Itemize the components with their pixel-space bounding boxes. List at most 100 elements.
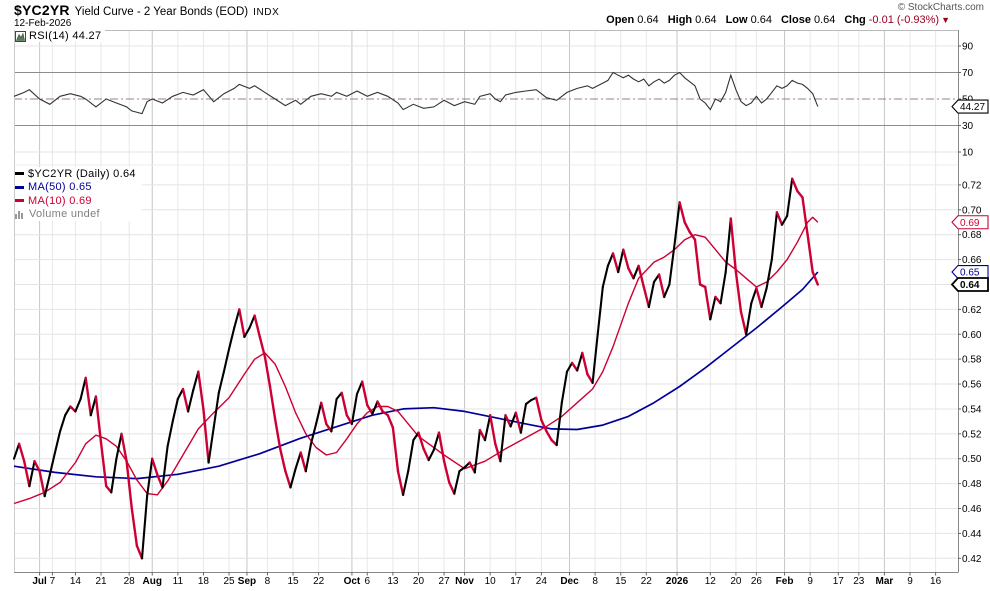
x-axis-label: Mar: [876, 576, 894, 587]
rsi-value-callout: 44.27: [951, 99, 989, 114]
price-line-segment: [340, 391, 348, 417]
price-line-segment: [33, 460, 41, 473]
price-line-segment: [258, 335, 267, 358]
ma50-series: [13, 271, 819, 480]
price-axis-label: 0.56: [962, 380, 982, 391]
price-line-segment: [483, 414, 492, 442]
x-axis-label: 28: [124, 576, 136, 587]
price-line-segment: [750, 287, 758, 305]
price-line-segment: [202, 407, 210, 464]
price-line-segment: [263, 355, 272, 388]
price-line-segment: [719, 270, 727, 305]
x-axis-label: 17: [833, 576, 845, 587]
legend-row-price: $YC2YR (Daily) 0.64: [15, 167, 136, 181]
price-line-segment: [315, 401, 323, 425]
price-line-segment: [304, 442, 313, 473]
price-line-segment: [683, 221, 691, 234]
price-line-segment: [739, 310, 748, 336]
price-line-segment: [504, 414, 512, 428]
price-value-callout: 0.64: [950, 277, 989, 292]
price-line-segment: [688, 230, 697, 241]
price-line-segment: [320, 401, 328, 426]
x-axis-label: 22: [313, 576, 325, 587]
axes: [14, 30, 959, 573]
price-line-segment: [535, 396, 543, 422]
price-line-segment: [637, 264, 645, 289]
ma10-line: [13, 216, 819, 505]
price-line-segment: [74, 397, 82, 413]
price-line-segment: [268, 385, 277, 421]
price-line-segment: [176, 387, 185, 401]
chart-header: $YC2YR Yield Curve - 2 Year Bonds (EOD) IN…: [14, 2, 279, 20]
price-line-segment: [663, 283, 671, 298]
high-label: High: [667, 14, 693, 26]
x-axis-label: 26: [751, 576, 763, 587]
price-line-segment: [243, 326, 251, 338]
price-axis-label: 0.58: [962, 355, 982, 366]
price-axis-label: 0.70: [962, 205, 982, 216]
price-line-segment: [279, 447, 287, 473]
price-line-segment: [222, 348, 231, 373]
price-line-segment: [120, 432, 128, 463]
price-value-callout: 0.65: [951, 264, 989, 280]
price-line-segment: [407, 439, 415, 473]
x-axis-labels: Jul 7 14 21 28 Aug 11 18 25 Sep 8 15 22 Oct 6 13 20 27 Nov…: [32, 572, 942, 587]
ma50-line-swatch: [15, 185, 24, 189]
price-line-segment: [801, 196, 809, 236]
ma10-series: [13, 216, 819, 505]
x-axis-label: Dec: [560, 576, 579, 587]
price-line-segment: [28, 460, 36, 488]
price-axis-label: 0.42: [962, 554, 982, 565]
price-line-segment: [647, 280, 656, 308]
x-axis-label: 15: [615, 576, 627, 587]
x-axis-label: 12: [705, 576, 717, 587]
rsi-axis-label: 10: [962, 148, 974, 159]
price-line-segment: [125, 460, 134, 510]
price-line-segment: [350, 392, 359, 425]
ma10-legend-label: MA(10) 0.69: [28, 194, 92, 207]
close-value: 0.64: [813, 14, 836, 26]
price-line-segment: [171, 397, 179, 423]
price-line-segment: [473, 429, 481, 474]
price-axis-label: 0.60: [962, 330, 982, 341]
price-line-segment: [192, 370, 200, 392]
price-line-segment: [233, 308, 241, 330]
price-line-segment: [130, 507, 139, 547]
open-value: 0.64: [637, 14, 659, 26]
price-line-segment: [110, 457, 118, 494]
price-line-segment: [437, 431, 446, 463]
price-axis-label: 0.68: [962, 230, 982, 241]
ma10-line-swatch: [15, 199, 24, 203]
price-line-segment: [161, 445, 169, 489]
price-line-segment: [622, 248, 630, 270]
price-line-segment: [555, 401, 563, 447]
price-line-segment: [140, 495, 149, 560]
price-line-segment: [724, 217, 732, 274]
price-line-segment: [207, 426, 215, 464]
legend-row-ma10: MA(10) 0.69: [15, 194, 136, 208]
price-line-segment: [289, 467, 297, 489]
price-line-segment: [606, 252, 615, 267]
x-axis-label: Nov: [455, 576, 474, 587]
x-axis-label: 23: [853, 576, 865, 587]
price-line-segment: [514, 411, 523, 434]
price-line-segment: [79, 376, 87, 401]
price-line-segment: [601, 264, 609, 289]
price-line-segment: [361, 380, 369, 407]
price-line-segment: [770, 211, 778, 261]
x-axis-label: 27: [439, 576, 451, 587]
price-line-segment: [12, 442, 21, 460]
x-axis-label: 7: [50, 576, 56, 587]
price-line-segment: [489, 414, 497, 445]
rsi-series: [13, 71, 819, 115]
close-label: Close: [780, 14, 811, 26]
price-line-segment: [509, 411, 517, 428]
x-axis-label: 21: [95, 576, 107, 587]
price-line-segment: [197, 370, 205, 411]
price-line-segment: [657, 273, 666, 299]
price-line-segment: [64, 405, 72, 417]
price-line-segment: [760, 287, 768, 308]
price-line-segment: [499, 414, 507, 463]
price-line-segment: [709, 295, 717, 321]
